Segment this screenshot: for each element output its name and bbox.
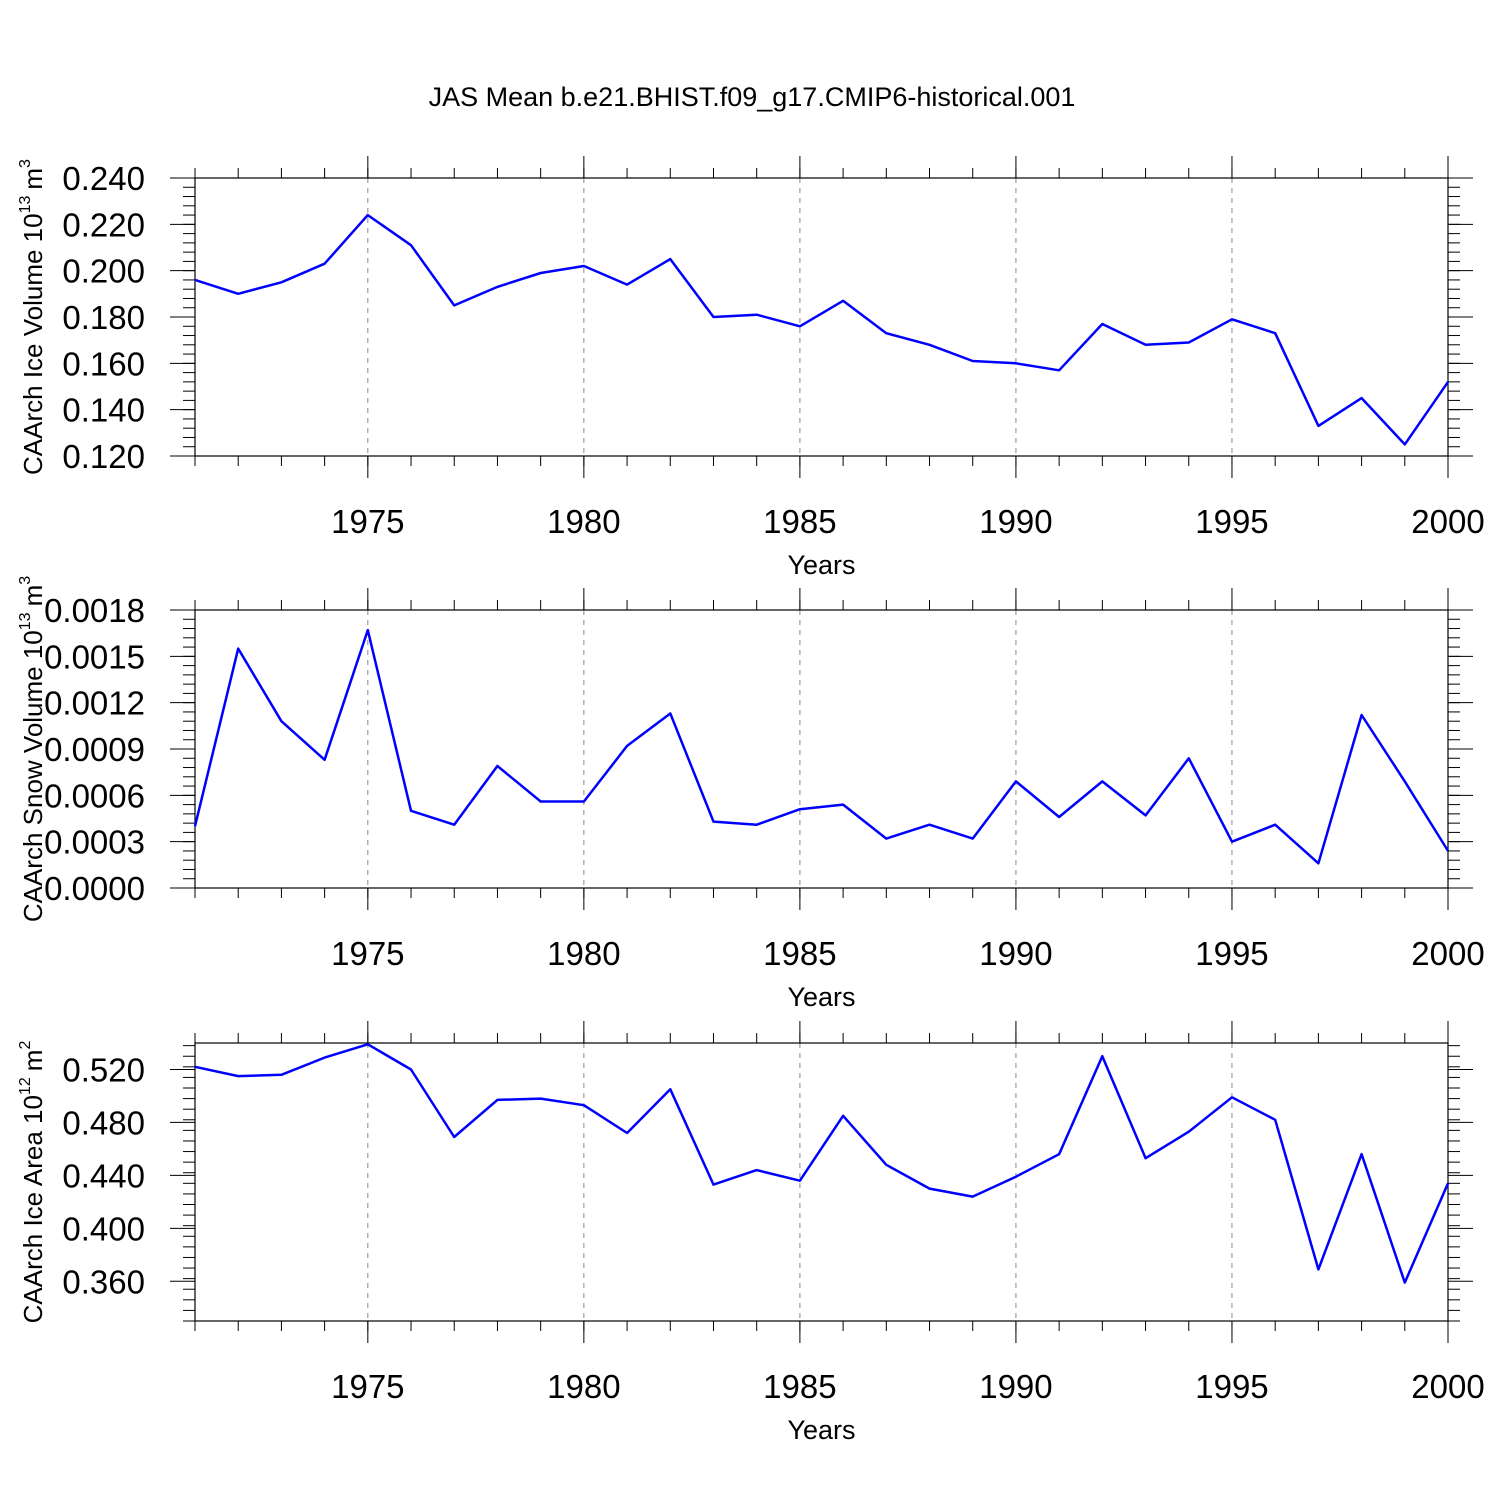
- panel-ice-area: 1975 1980 1985 1990 1995 2000 0.360 0.400 0.440 0…: [17, 1021, 1485, 1445]
- y-tick-label: 0.0000: [44, 870, 145, 907]
- x-tick-label: 1980: [547, 503, 620, 540]
- x-tick-label: 2000: [1411, 503, 1484, 540]
- y-tick-label: 0.140: [62, 392, 145, 429]
- x-tick-label: 1990: [979, 1368, 1052, 1405]
- series-line: [193, 628, 1450, 865]
- x-tick-label: 1985: [763, 935, 836, 972]
- y-tick-label: 0.120: [62, 438, 145, 475]
- y-tick-label: 0.0006: [44, 777, 145, 814]
- x-tick-label: 1985: [763, 1368, 836, 1405]
- x-tick-label: 1990: [979, 503, 1052, 540]
- series-line: [194, 1043, 1450, 1284]
- plot-frame: [194, 609, 1449, 889]
- y-axis-label: CAArch Ice Area 1012 m2: [17, 1041, 48, 1324]
- x-tick-label: 1975: [331, 935, 404, 972]
- x-tick-label: 1980: [547, 935, 620, 972]
- y-label-exponent: 13: [17, 612, 34, 630]
- x-axis-label: Years: [787, 1415, 855, 1445]
- y-label-unit: m: [18, 168, 48, 190]
- x-tick-label: 1990: [979, 935, 1052, 972]
- y-tick-label: 0.0003: [44, 824, 145, 861]
- y-tick-label: 0.440: [62, 1157, 145, 1194]
- y-tick-label: 0.0012: [44, 685, 145, 722]
- x-tick-label: 1975: [331, 503, 404, 540]
- x-tick-label: 1995: [1195, 1368, 1268, 1405]
- y-label-unit: m: [18, 585, 48, 607]
- y-label-exponent: 13: [17, 196, 34, 214]
- y-tick-label: 0.160: [62, 345, 145, 382]
- y-tick-label: 0.240: [62, 160, 145, 197]
- x-axis-label: Years: [787, 550, 855, 580]
- panel-snow-volume: 1975 1980 1985 1990 1995 2000 0.0000 0.0003 0.00…: [17, 576, 1485, 1012]
- y-tick-label: 0.520: [62, 1051, 145, 1088]
- x-tick-label: 2000: [1411, 935, 1484, 972]
- plot-frame: [194, 1042, 1449, 1322]
- y-label-unit: m: [18, 1050, 48, 1072]
- y-label-exponent: 12: [17, 1077, 34, 1095]
- y-tick-label: 0.0018: [44, 592, 145, 629]
- y-tick-label: 0.0015: [44, 638, 145, 675]
- chart-title: JAS Mean b.e21.BHIST.f09_g17.CMIP6-histo…: [429, 82, 1076, 112]
- y-tick-label: 0.400: [62, 1210, 145, 1247]
- x-tick-label: 1980: [547, 1368, 620, 1405]
- y-tick-label: 0.200: [62, 253, 145, 290]
- y-label-text: CAArch Snow Volume 10: [18, 630, 48, 922]
- y-label-text: CAArch Ice Volume 10: [18, 213, 48, 475]
- x-axis-label: Years: [787, 982, 855, 1012]
- y-tick-label: 0.480: [62, 1104, 145, 1141]
- y-axis-label: CAArch Ice Volume 1013 m3: [17, 159, 48, 475]
- y-tick-label: 0.0009: [44, 731, 145, 768]
- y-label-text: CAArch Ice Area 10: [18, 1095, 48, 1323]
- y-axis-label: CAArch Snow Volume 1013 m3: [17, 576, 48, 922]
- series-line: [194, 213, 1450, 446]
- x-tick-label: 1985: [763, 503, 836, 540]
- x-tick-label: 2000: [1411, 1368, 1484, 1405]
- x-tick-label: 1995: [1195, 503, 1268, 540]
- y-label-unit-exponent: 3: [17, 159, 34, 168]
- y-tick-label: 0.360: [62, 1263, 145, 1300]
- y-label-unit-exponent: 2: [17, 1041, 34, 1050]
- y-label-unit-exponent: 3: [17, 576, 34, 585]
- plot-frame: [194, 177, 1449, 457]
- y-tick-label: 0.220: [62, 206, 145, 243]
- x-tick-label: 1995: [1195, 935, 1268, 972]
- y-tick-label: 0.180: [62, 299, 145, 336]
- x-tick-label: 1975: [331, 1368, 404, 1405]
- panels: 1975 1980 1985 1990 1995 2000 0.120 0.140 0.160 0…: [17, 156, 1485, 1445]
- panel-ice-volume: 1975 1980 1985 1990 1995 2000 0.120 0.140 0.160 0…: [17, 156, 1485, 580]
